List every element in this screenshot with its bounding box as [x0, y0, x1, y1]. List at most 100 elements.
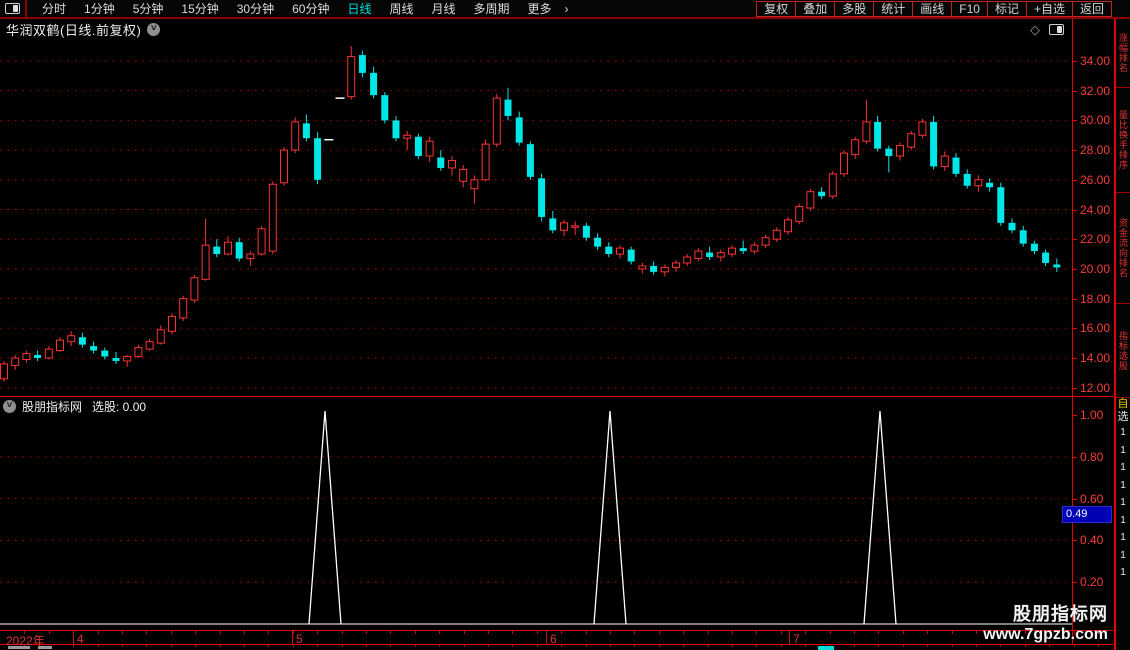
axis-tick	[1072, 498, 1077, 500]
axis-tick	[1072, 582, 1077, 584]
minor-tick-bottom	[122, 645, 123, 647]
toolbar-button-F10[interactable]: F10	[951, 0, 988, 17]
month-boundary-line	[789, 630, 790, 644]
period-tab-分时[interactable]: 分时	[42, 2, 67, 16]
period-menu: 分时 1分钟 5分钟 15分钟 30分钟 60分钟 日线 周线 月线 多周期 更多 ›	[33, 0, 573, 17]
page-title: 华润双鹤(日线.前复权)	[6, 23, 142, 38]
minor-tick-bottom	[488, 645, 489, 647]
axis-tick	[1072, 150, 1077, 152]
minor-tick-bottom	[854, 645, 855, 647]
indicator-chart[interactable]	[0, 396, 1072, 630]
minor-tick-bottom	[97, 645, 99, 647]
toolbar-button-多股[interactable]: 多股	[834, 0, 875, 17]
minor-tick	[536, 631, 538, 634]
toolbar-button-返回[interactable]: 返回	[1071, 0, 1112, 17]
axis-tick	[1072, 120, 1077, 122]
right-sidebar-strip[interactable]: 涨幅排名 量比换手排序 资金流向排名 指标选股自选 1 1 1 1 1 1 1 1 1	[1114, 19, 1130, 650]
panel-divider	[0, 396, 1113, 397]
candlestick-chart[interactable]	[0, 40, 1072, 396]
minor-tick-bottom	[146, 645, 148, 647]
tool-menu: 复权 叠加 多股 统计 画线 F10 标记 +自选 返回	[756, 0, 1112, 17]
strip-section[interactable]: 指标选股	[1116, 304, 1130, 398]
strip-section[interactable]: 资金流向排名	[1116, 193, 1130, 304]
axis-tick	[1072, 61, 1077, 62]
minor-tick-bottom	[1024, 645, 1026, 647]
cropped-cyan-fragment	[818, 646, 834, 650]
minor-tick	[488, 631, 489, 634]
axis-tick	[1072, 358, 1077, 359]
minor-tick	[707, 631, 709, 634]
more-arrow-icon[interactable]: ›	[564, 1, 569, 16]
diamond-icon[interactable]: ◇	[1030, 21, 1040, 37]
minor-tick-bottom	[780, 645, 782, 647]
minor-tick-bottom	[512, 645, 514, 647]
cropped-text-fragment	[8, 646, 30, 649]
toolbar-button-复权[interactable]: 复权	[756, 0, 797, 17]
minor-tick	[439, 631, 441, 634]
price-label-14.00: 14.00	[1080, 351, 1111, 365]
toolbar-button-统计[interactable]: 统计	[873, 0, 914, 17]
minor-tick	[927, 631, 929, 634]
indicator-label-0.60: 0.60	[1080, 491, 1104, 506]
month-boundary-line	[292, 630, 293, 644]
minor-tick	[1000, 631, 1002, 634]
minor-tick	[1049, 631, 1051, 634]
minor-tick	[122, 631, 123, 634]
minor-tick	[610, 631, 611, 634]
minor-tick-bottom	[561, 645, 563, 647]
period-tab-周线[interactable]: 周线	[389, 2, 414, 16]
minor-tick	[317, 631, 319, 634]
minor-tick	[268, 631, 270, 634]
minor-tick	[878, 631, 880, 634]
minor-tick-bottom	[658, 645, 660, 647]
strip-section[interactable]: 量比换手排序	[1116, 88, 1130, 193]
axis-tick	[1072, 387, 1077, 389]
minor-tick	[561, 631, 563, 634]
axis-tick	[1072, 179, 1077, 181]
price-label-28.00: 28.00	[1080, 143, 1111, 158]
minor-tick-bottom	[73, 645, 75, 647]
toolbar-button-+自选[interactable]: +自选	[1025, 0, 1073, 17]
period-tab-60分钟[interactable]: 60分钟	[292, 2, 330, 16]
minor-tick	[366, 631, 367, 634]
price-label-32.00: 32.00	[1080, 83, 1111, 98]
chevron-down-icon[interactable]: ˅	[147, 23, 161, 36]
period-tab-更多[interactable]: 更多	[527, 2, 552, 16]
strip-section[interactable]: 涨幅排名	[1116, 19, 1130, 88]
minor-tick	[732, 631, 733, 634]
minor-tick	[341, 631, 343, 634]
window-icon[interactable]	[1049, 24, 1064, 35]
indicator-source-label[interactable]: 股朋指标网	[22, 400, 83, 414]
period-tab-日线[interactable]: 日线	[347, 2, 372, 16]
strip-tab-zixuan[interactable]: 自选	[1117, 398, 1129, 423]
date-axis-bottom-line	[0, 644, 1113, 645]
minor-tick	[414, 631, 416, 634]
price-label-12.00: 12.00	[1080, 380, 1111, 395]
axis-tick	[1072, 90, 1077, 92]
period-tab-月线[interactable]: 月线	[431, 2, 456, 16]
minor-tick-bottom	[902, 645, 904, 647]
top-menubar: 分时 1分钟 5分钟 15分钟 30分钟 60分钟 日线 周线 月线 多周期 更多 › 复权 叠加 多股统…	[0, 0, 1130, 19]
toolbar-button-叠加[interactable]: 叠加	[795, 0, 836, 17]
period-tab-多周期[interactable]: 多周期	[473, 2, 510, 16]
axis-tick	[1072, 415, 1077, 416]
axis-tick	[1072, 298, 1077, 300]
minor-tick	[48, 631, 50, 634]
minor-tick	[780, 631, 782, 634]
minor-tick-bottom	[195, 645, 197, 647]
period-tab-1分钟[interactable]: 1分钟	[84, 2, 115, 16]
period-tab-30分钟[interactable]: 30分钟	[236, 2, 275, 16]
toolbar-button-画线[interactable]: 画线	[912, 0, 953, 17]
month-label-6: 6	[550, 632, 557, 646]
layout-toggle-button[interactable]	[0, 0, 27, 17]
minor-tick-bottom	[951, 645, 953, 647]
chevron-down-icon[interactable]: ˅	[3, 400, 16, 413]
indicator-header: ˅ 股朋指标网 选股: 0.00	[3, 398, 146, 415]
period-tab-15分钟[interactable]: 15分钟	[181, 2, 219, 16]
toolbar-button-标记[interactable]: 标记	[986, 0, 1027, 17]
price-label-26.00: 26.00	[1080, 172, 1111, 187]
value-marker-badge: 0.49	[1062, 506, 1112, 523]
period-tab-5分钟[interactable]: 5分钟	[132, 2, 164, 16]
minor-tick	[902, 631, 904, 634]
